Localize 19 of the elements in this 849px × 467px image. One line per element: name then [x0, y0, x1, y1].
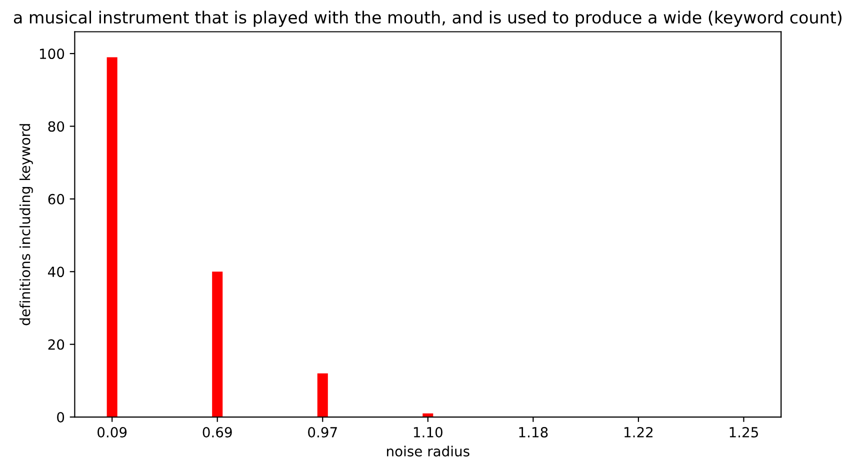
y-tick-label: 0 — [57, 412, 64, 423]
y-tick-label: 80 — [48, 121, 64, 132]
x-tick-label: 1.22 — [624, 427, 653, 438]
x-tick-label: 1.18 — [519, 427, 548, 438]
y-tick-label: 40 — [48, 266, 64, 278]
x-tick-label: 0.97 — [308, 427, 337, 438]
chart-title: a musical instrument that is played with the mouth, and is used to produce a wide (keyword count) — [14, 10, 842, 27]
x-axis-title: noise radius — [387, 446, 470, 456]
x-tick-label: 0.69 — [202, 427, 232, 438]
y-tick-label: 100 — [40, 48, 64, 60]
x-tick-label: 1.10 — [414, 427, 442, 438]
y-axis-title: definitions including keyword — [19, 124, 33, 326]
y-tick-label: 20 — [48, 339, 64, 350]
x-tick-label: 0.09 — [98, 427, 127, 438]
bar — [106, 57, 118, 418]
bar — [212, 272, 223, 418]
y-tick-label: 60 — [48, 194, 64, 204]
bar — [317, 373, 328, 418]
x-tick-label: 1.25 — [730, 427, 758, 438]
